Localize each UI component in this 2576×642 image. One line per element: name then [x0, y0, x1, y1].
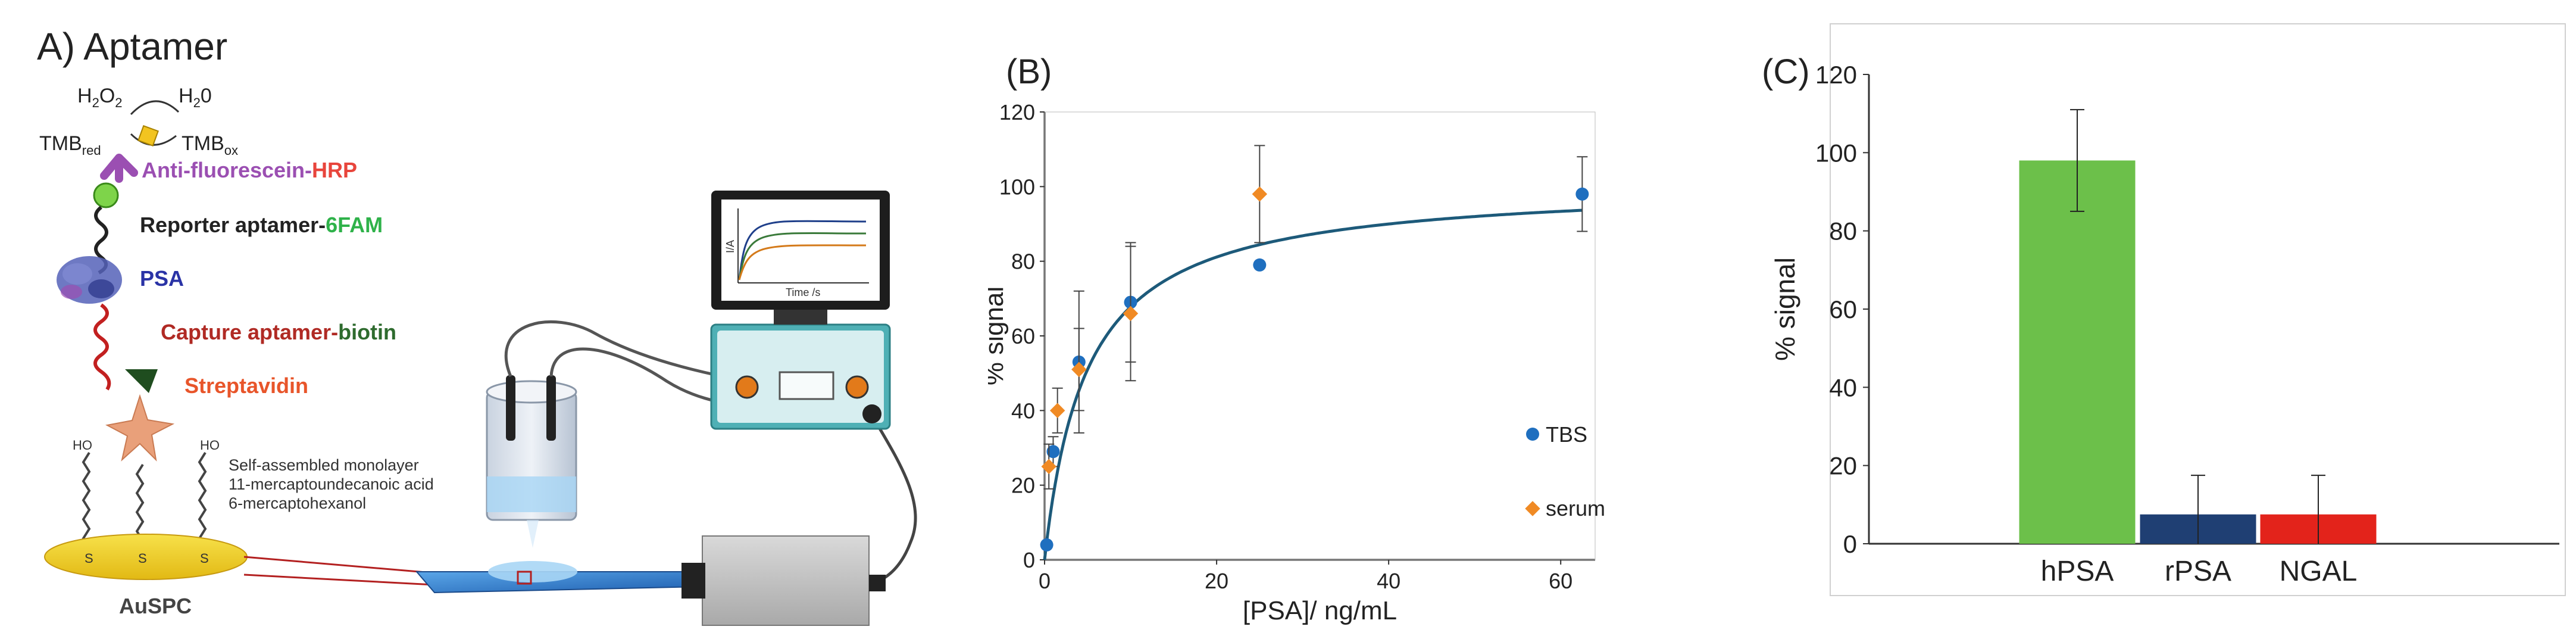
- panel-b-label: (B): [1006, 52, 1052, 91]
- c-y-tick-label: 60: [1829, 295, 1857, 323]
- monitor-xlabel: Time /s: [786, 286, 820, 298]
- b-plot-frame: [1044, 111, 1596, 560]
- psa-protein-icon: [57, 256, 122, 304]
- b-y-tick-label: 100: [999, 174, 1035, 199]
- b-axes: [1040, 111, 1596, 565]
- monitor: [711, 191, 890, 325]
- sam-label-1: Self-assembled monolayer: [229, 456, 419, 474]
- ho-label-2: HO: [200, 438, 220, 453]
- b-tick-labels: 0 20 40 60 80 100 120 0 20 40 60: [999, 100, 1573, 593]
- c-y-tick-label: 20: [1829, 452, 1857, 480]
- anti-fluorescein-label: Anti-fluorescein-HRP: [142, 158, 357, 182]
- point-serum: [1123, 306, 1139, 322]
- panel-b-binding-curve: (B) 0 20 40 60 80 100 120 0 20 40 60 [PSA]/ ng/mL …: [980, 0, 1714, 639]
- auspc-label: AuSPC: [119, 594, 192, 618]
- tmb-red-label: TMBred: [39, 132, 101, 158]
- b-x-tick-label: 40: [1377, 569, 1400, 593]
- c-y-tick-label: 40: [1829, 373, 1857, 401]
- point-TBS: [1040, 538, 1053, 551]
- fluorescein-sphere-icon: [93, 182, 119, 208]
- sam-label-3: 6-mercaptohexanol: [229, 494, 366, 512]
- legend-tbs-label: TBS: [1546, 422, 1587, 447]
- h2o2-label: H2O2: [77, 85, 123, 110]
- point-serum: [1049, 403, 1065, 419]
- c-y-tick-label: 120: [1815, 61, 1857, 89]
- ho-label-1: HO: [73, 438, 92, 453]
- psa-label: PSA: [140, 266, 184, 291]
- panel-c-selectivity-chart: (C) 0 20 40 60 80 100 120 hPSA rPSA NGAL % signal: [1726, 0, 2571, 639]
- h2o-label: H20: [179, 85, 212, 110]
- monitor-ylabel: I/A: [724, 240, 736, 253]
- fit-curve: [1043, 208, 1583, 560]
- bar-hPSA: [2019, 160, 2136, 544]
- b-x-tick-label: 20: [1205, 569, 1228, 593]
- c-y-tick-label: 100: [1815, 139, 1857, 167]
- b-y-tick-label: 60: [1011, 324, 1035, 348]
- reaction-arrow-top: [130, 100, 180, 116]
- hrp-enzyme-icon: [137, 125, 159, 147]
- streptavidin-label: Streptavidin: [185, 373, 308, 398]
- b-x-tick-label: 60: [1549, 569, 1573, 593]
- c-y-tick-label: 0: [1843, 530, 1857, 558]
- panel-c-label: (C): [1762, 52, 1810, 91]
- panel-a-title: A) Aptamer: [37, 25, 227, 68]
- reader-box: [681, 535, 886, 626]
- c-y-axis-label: % signal: [1770, 257, 1800, 361]
- b-data-points: [1040, 145, 1589, 551]
- b-y-axis-label: % signal: [988, 286, 1009, 385]
- point-TBS: [1575, 187, 1589, 201]
- point-TBS: [1046, 445, 1060, 459]
- self-assembled-monolayer: [82, 451, 207, 549]
- b-y-tick-label: 0: [1023, 548, 1035, 572]
- tmb-ox-label: TMBox: [182, 132, 238, 158]
- sample-droplet: [488, 561, 577, 582]
- potentiostat-device: [710, 323, 891, 430]
- s-label-1: S: [85, 551, 93, 566]
- schematic-svg: A) Aptamer H2O2 H20 TMBred TMBox Anti-fl…: [37, 25, 917, 626]
- panel-a-aptamer-schematic: A) Aptamer H2O2 H20 TMBred TMBox Anti-fl…: [0, 0, 976, 639]
- s-label-2: S: [138, 551, 147, 566]
- b-legend: TBS serum: [1525, 422, 1605, 521]
- category-label-rPSA: rPSA: [2165, 556, 2231, 587]
- streptavidin-star-icon: [105, 394, 175, 462]
- reporter-label: Reporter aptamer-6FAM: [140, 213, 383, 237]
- s-label-3: S: [200, 551, 209, 566]
- b-x-axis-label: [PSA]/ ng/mL: [1243, 596, 1397, 625]
- legend-tbs-marker: [1526, 428, 1539, 441]
- biotin-icon: [125, 369, 158, 393]
- b-y-tick-label: 40: [1011, 398, 1035, 423]
- legend-serum-marker: [1525, 501, 1540, 516]
- category-label-NGAL: NGAL: [2280, 556, 2358, 587]
- b-y-tick-label: 120: [999, 100, 1035, 124]
- c-chart-frame: [1830, 23, 2566, 596]
- electrochemical-cell: [486, 375, 577, 548]
- capture-label: Capture aptamer-biotin: [161, 320, 396, 344]
- b-y-tick-label: 20: [1011, 473, 1035, 498]
- b-x-tick-label: 0: [1039, 569, 1051, 593]
- point-TBS: [1253, 258, 1267, 272]
- point-serum: [1252, 186, 1268, 202]
- category-label-hPSA: hPSA: [2041, 556, 2114, 587]
- legend-serum-label: serum: [1546, 496, 1605, 521]
- c-bars: [2019, 109, 2377, 544]
- c-y-tick-label: 80: [1829, 217, 1857, 245]
- sam-label-2: 11-mercaptoundecanoic acid: [229, 475, 434, 493]
- point-serum: [1041, 459, 1056, 475]
- zoom-box: [517, 571, 532, 585]
- b-y-tick-label: 80: [1011, 250, 1035, 274]
- capture-aptamer-strand: [93, 303, 111, 391]
- selectivity-bar-chart: (C) 0 20 40 60 80 100 120 hPSA rPSA NGAL % signal: [1762, 23, 2566, 596]
- c-tick-labels: 0 20 40 60 80 100 120 hPSA rPSA NGAL: [1815, 61, 2357, 587]
- antibody-icon: [100, 154, 138, 183]
